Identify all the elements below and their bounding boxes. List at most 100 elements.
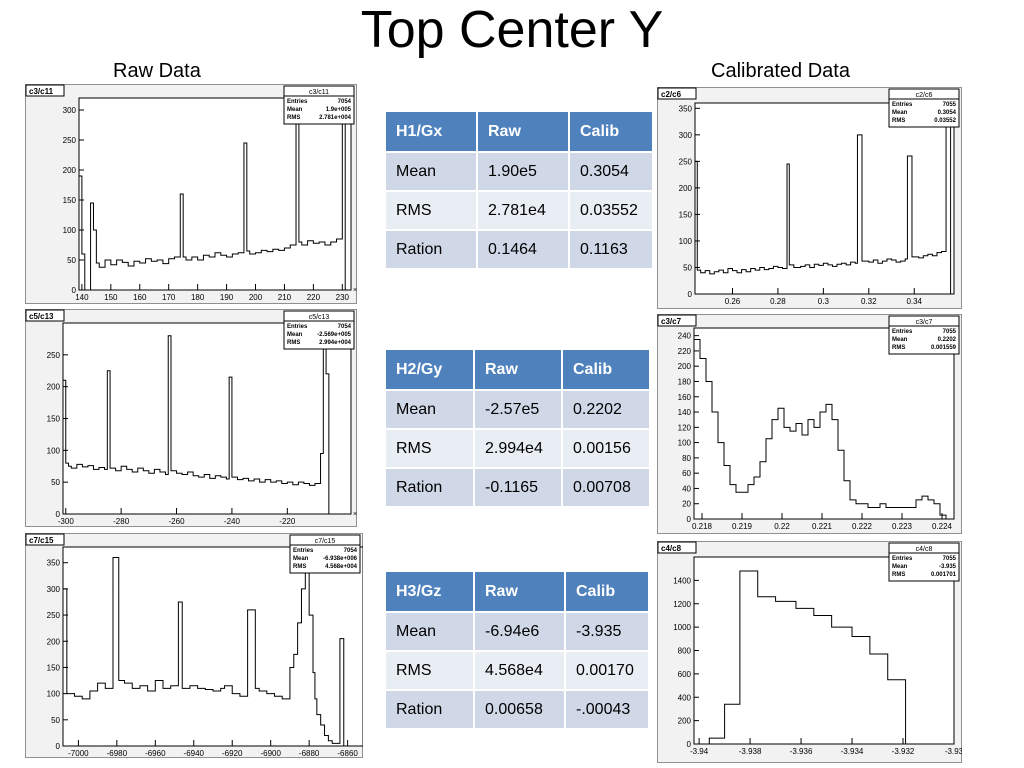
table-cell: Ration — [384, 229, 478, 270]
table-cell: 4.568e4 — [473, 650, 566, 691]
y-tick-label: 50 — [683, 263, 692, 272]
histogram-series — [62, 556, 348, 747]
stats-value: 0.001701 — [931, 572, 957, 578]
stats-value: 4.568e+004 — [325, 564, 358, 570]
stats-label: Entries — [892, 102, 913, 108]
y-tick-label: 40 — [682, 484, 691, 493]
histogram-series — [693, 338, 947, 519]
stats-label: Mean — [892, 337, 908, 343]
stats-value: 7054 — [338, 324, 352, 330]
x-tick-label: 140 — [75, 293, 89, 302]
table-header-row: H2/Gy Raw Calib — [384, 348, 651, 391]
x-tick-label: -3.93 — [945, 747, 962, 756]
calibrated-histogram-c2-c6: c2/c6 0 50 100 150 200 250 300 350 0.26 0.28 0.3 0.3… — [657, 87, 962, 309]
y-tick-label: 20 — [682, 500, 691, 509]
x-tick-label: 0.22 — [774, 522, 790, 531]
x-tick-label: 200 — [249, 293, 263, 302]
table-row: Mean -6.94e6 -3.935 — [384, 611, 650, 652]
y-tick-label: 160 — [678, 393, 692, 402]
plot-frame — [78, 97, 352, 291]
x-tick-label: 0.224 — [932, 522, 953, 531]
stats-label: Mean — [892, 110, 908, 116]
stats-value: 2.781e+004 — [319, 115, 352, 121]
table-cell: 0.03552 — [568, 190, 654, 231]
stats-value: 7054 — [338, 99, 352, 105]
table-row: RMS 4.568e4 0.00170 — [384, 650, 650, 691]
table-cell: -3.935 — [564, 611, 650, 652]
canvas-label-box — [657, 541, 697, 554]
table-row: Ration 0.00658 -.00043 — [384, 689, 650, 730]
y-tick-label: 250 — [47, 611, 61, 620]
stats-box-title: c7/c15 — [315, 538, 336, 545]
stats-table-h3-gz: H3/Gz Raw Calib Mean -6.94e6 -3.935 RMS … — [384, 570, 650, 730]
plot-frame — [62, 546, 363, 747]
table-cell: 0.00658 — [473, 689, 566, 730]
calibrated-histogram-c3-c7: c3/c7 0 20 40 60 80 100 120 140 160 180 200 220 240 0.… — [657, 314, 962, 534]
y-tick-label: 0 — [72, 286, 77, 295]
stats-label: RMS — [892, 118, 905, 124]
y-tick-label: 1200 — [673, 600, 691, 609]
table-cell: 0.00156 — [561, 428, 651, 469]
y-tick-label: 50 — [67, 256, 76, 265]
calibrated-histogram-c4-c8: c4/c8 0 200 400 600 800 1000 1200 1400 -3.94 -3.93… — [657, 541, 962, 763]
x-tick-label: 220 — [307, 293, 321, 302]
calibrated-data-header: Calibrated Data — [711, 60, 850, 82]
stats-box — [289, 534, 361, 574]
y-tick-label: 100 — [678, 439, 692, 448]
table-cell: -2.57e5 — [473, 389, 563, 430]
x-tick-label: 210 — [278, 293, 292, 302]
table-cell: Mean — [384, 151, 478, 192]
raw-histogram-c5-c13: c5/c13 0 50 100 150 200 250 -300 -280 -260 -240 -22… — [25, 309, 357, 527]
x-tick-label: 150 — [104, 293, 118, 302]
stats-value: 7055 — [943, 329, 957, 335]
stats-value: 0.3054 — [938, 110, 957, 116]
x-tick-label: 0.32 — [861, 297, 877, 306]
x-tick-label: 0.222 — [852, 522, 873, 531]
table-row: Mean 1.90e5 0.3054 — [384, 151, 654, 192]
stats-label: Entries — [892, 556, 913, 562]
stats-label: Mean — [892, 564, 908, 570]
raw-histogram-c3-c11: c3/c11 0 50 100 150 200 250 300 140 150 160 170 180 1… — [25, 84, 357, 304]
x-tick-label: -300 — [58, 517, 75, 526]
canvas-label: c3/c7 — [661, 317, 682, 326]
column-header: Calib — [564, 570, 650, 613]
column-header: Calib — [568, 110, 654, 153]
x-tick-label: 0.223 — [892, 522, 913, 531]
y-tick-label: 100 — [679, 237, 693, 246]
x-tick-label: -240 — [224, 517, 241, 526]
y-tick-label: 800 — [678, 647, 692, 656]
table-cell: Mean — [384, 389, 475, 430]
column-header: H3/Gz — [384, 570, 475, 613]
y-tick-label: 250 — [679, 157, 693, 166]
canvas-label-box — [657, 87, 697, 100]
stats-table-h2-gy: H2/Gy Raw Calib Mean -2.57e5 0.2202 RMS … — [384, 348, 651, 508]
y-tick-label: 200 — [678, 362, 692, 371]
canvas-label-box — [25, 84, 65, 97]
table-row: Mean -2.57e5 0.2202 — [384, 389, 651, 430]
stats-label: RMS — [287, 340, 300, 346]
x-exponent-label: ×10³ — [353, 511, 357, 518]
y-tick-label: 350 — [47, 559, 61, 568]
canvas-label: c4/c8 — [661, 544, 682, 553]
plot-frame — [62, 322, 352, 515]
stats-value: 2.994e+004 — [319, 340, 352, 346]
table-cell: RMS — [384, 650, 475, 691]
x-tick-label: -6960 — [145, 749, 166, 758]
table-row: Ration 0.1464 0.1163 — [384, 229, 654, 270]
y-tick-label: 240 — [678, 332, 692, 341]
y-tick-label: 220 — [678, 347, 692, 356]
x-tick-label: -6920 — [222, 749, 243, 758]
stats-box-title: c3/c7 — [916, 319, 933, 326]
y-tick-label: 100 — [63, 226, 77, 235]
x-tick-label: 180 — [191, 293, 205, 302]
y-tick-label: 100 — [47, 690, 61, 699]
x-tick-label: 0.218 — [692, 522, 713, 531]
canvas-label: c2/c6 — [661, 90, 682, 99]
stats-value: 0.001559 — [931, 345, 957, 351]
y-tick-label: 200 — [678, 717, 692, 726]
x-tick-label: 170 — [162, 293, 176, 302]
y-tick-label: 140 — [678, 408, 692, 417]
table-row: RMS 2.781e4 0.03552 — [384, 190, 654, 231]
raw-data-header: Raw Data — [113, 60, 201, 82]
y-tick-label: 50 — [51, 716, 60, 725]
